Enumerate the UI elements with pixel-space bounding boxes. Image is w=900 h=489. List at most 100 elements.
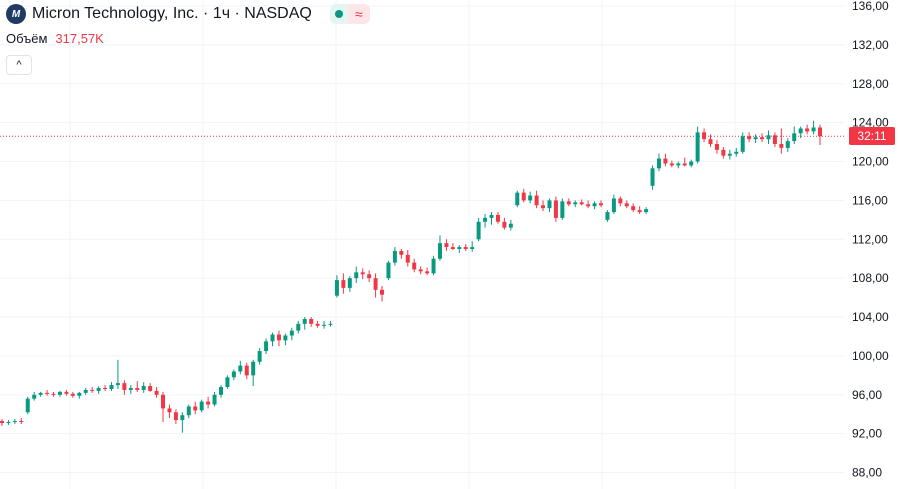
candle-body[interactable]	[702, 132, 707, 140]
candle-body[interactable]	[186, 406, 191, 416]
candle-body[interactable]	[656, 158, 661, 169]
candle-body[interactable]	[380, 289, 385, 295]
candle-body[interactable]	[444, 243, 449, 248]
candle-body[interactable]	[83, 389, 88, 393]
candle-body[interactable]	[450, 247, 455, 249]
candle-body[interactable]	[521, 192, 526, 201]
candle-body[interactable]	[566, 201, 571, 205]
candle-body[interactable]	[45, 392, 50, 394]
candle-body[interactable]	[341, 280, 346, 288]
candle-body[interactable]	[322, 324, 327, 326]
candle-body[interactable]	[251, 361, 256, 376]
candle-body[interactable]	[495, 214, 500, 222]
candle-body[interactable]	[141, 386, 146, 390]
candle-body[interactable]	[180, 415, 185, 421]
candle-body[interactable]	[354, 272, 359, 279]
candle-body[interactable]	[212, 394, 217, 405]
candle-body[interactable]	[161, 394, 166, 409]
candle-body[interactable]	[766, 135, 771, 140]
candle-body[interactable]	[231, 371, 236, 378]
candle-body[interactable]	[708, 139, 713, 145]
candle-body[interactable]	[289, 330, 294, 336]
candle-body[interactable]	[811, 127, 816, 132]
candle-body[interactable]	[579, 202, 584, 205]
candle-body[interactable]	[412, 262, 417, 270]
candle-body[interactable]	[573, 202, 578, 205]
candle-body[interactable]	[431, 258, 436, 274]
candle-body[interactable]	[115, 383, 120, 386]
candle-body[interactable]	[805, 128, 810, 132]
candle-body[interactable]	[90, 389, 95, 391]
candle-body[interactable]	[276, 334, 281, 341]
candle-body[interactable]	[515, 192, 520, 206]
candle-body[interactable]	[689, 161, 694, 166]
candle-body[interactable]	[360, 272, 365, 275]
candle-body[interactable]	[592, 203, 597, 207]
candle-body[interactable]	[302, 318, 307, 324]
candle-body[interactable]	[103, 387, 108, 389]
candle-body[interactable]	[32, 394, 37, 399]
candle-body[interactable]	[714, 144, 719, 150]
candle-body[interactable]	[135, 387, 140, 390]
candle-body[interactable]	[798, 128, 803, 134]
candle-body[interactable]	[785, 141, 790, 148]
candle-body[interactable]	[12, 421, 17, 423]
symbol-title[interactable]: Micron Technology, Inc. · 1ч · NASDAQ	[32, 5, 312, 22]
candle-body[interactable]	[721, 149, 726, 156]
candle-body[interactable]	[386, 262, 391, 279]
candle-body[interactable]	[122, 383, 127, 390]
candle-body[interactable]	[206, 401, 211, 405]
candle-body[interactable]	[167, 408, 172, 413]
candle-body[interactable]	[257, 351, 262, 362]
candle-body[interactable]	[38, 392, 43, 395]
candle-body[interactable]	[244, 365, 249, 376]
candle-body[interactable]	[238, 365, 243, 372]
candle-body[interactable]	[418, 269, 423, 272]
candle-body[interactable]	[96, 387, 101, 391]
candle-body[interactable]	[199, 401, 204, 411]
candle-body[interactable]	[586, 204, 591, 207]
candle-body[interactable]	[367, 274, 372, 279]
candle-body[interactable]	[437, 243, 442, 259]
candle-body[interactable]	[148, 386, 153, 391]
candle-body[interactable]	[264, 341, 269, 352]
candle-body[interactable]	[624, 203, 629, 207]
candle-body[interactable]	[637, 210, 642, 213]
candle-body[interactable]	[315, 323, 320, 326]
candle-body[interactable]	[489, 214, 494, 218]
candle-body[interactable]	[644, 209, 649, 213]
candle-body[interactable]	[734, 151, 739, 154]
candle-body[interactable]	[334, 280, 339, 296]
candle-body[interactable]	[51, 393, 56, 395]
candle-body[interactable]	[818, 127, 822, 137]
candle-body[interactable]	[309, 318, 314, 324]
candle-body[interactable]	[154, 390, 159, 395]
candle-body[interactable]	[508, 223, 513, 228]
candle-body[interactable]	[605, 212, 610, 220]
candle-body[interactable]	[270, 334, 275, 342]
candle-body[interactable]	[740, 136, 745, 152]
status-pill[interactable]: ≈	[329, 4, 370, 24]
candle-body[interactable]	[599, 203, 604, 206]
price-axis[interactable]: 136,00 132,00 128,00 124,00 120,00 116,00 112,…	[852, 0, 889, 480]
candle-body[interactable]	[173, 412, 178, 421]
candle-body[interactable]	[399, 250, 404, 255]
candle-body[interactable]	[669, 163, 674, 166]
candle-body[interactable]	[528, 195, 533, 201]
candle-body[interactable]	[747, 136, 752, 140]
candle-body[interactable]	[534, 195, 539, 206]
candle-body[interactable]	[77, 392, 82, 396]
candle-body[interactable]	[631, 206, 636, 211]
candle-body[interactable]	[457, 247, 462, 249]
candle-body[interactable]	[296, 323, 301, 331]
candle-body[interactable]	[57, 391, 62, 395]
candle-body[interactable]	[25, 398, 30, 413]
candle-body[interactable]	[373, 278, 378, 290]
candle-body[interactable]	[328, 323, 333, 325]
candle-body[interactable]	[541, 205, 546, 209]
candle-body[interactable]	[128, 387, 133, 390]
candle-body[interactable]	[225, 377, 230, 388]
candle-body[interactable]	[753, 137, 758, 140]
candle-body[interactable]	[476, 221, 481, 240]
candle-body[interactable]	[0, 421, 4, 423]
